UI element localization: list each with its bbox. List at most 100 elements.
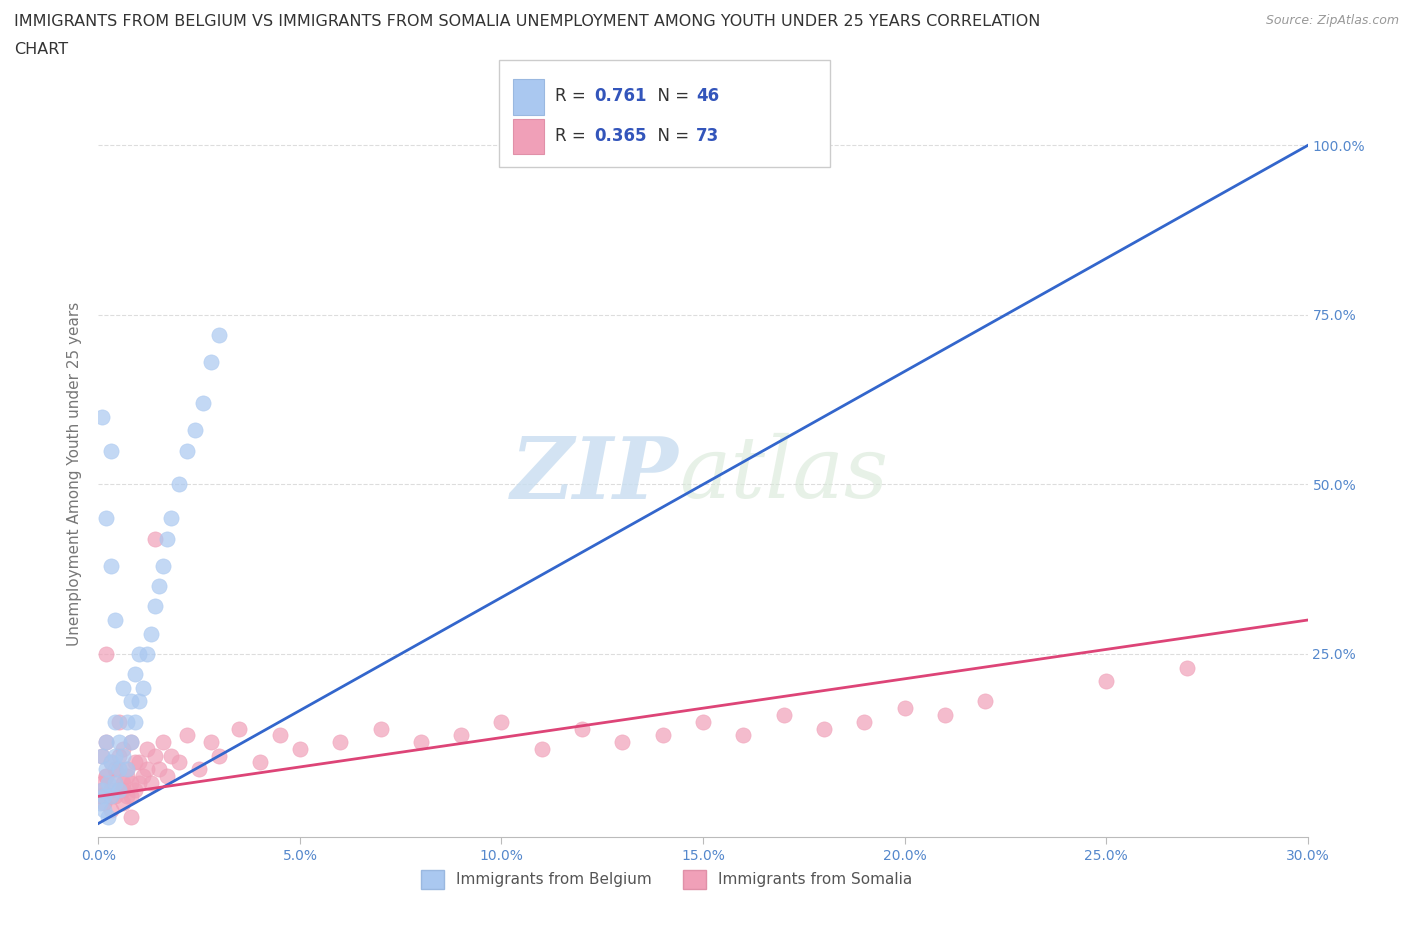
Point bbox=[249, 755, 271, 770]
Point bbox=[124, 667, 146, 682]
Point bbox=[120, 789, 142, 804]
Point bbox=[450, 728, 472, 743]
Point bbox=[120, 809, 142, 824]
Point bbox=[96, 768, 118, 783]
Point bbox=[530, 741, 553, 756]
Point bbox=[115, 714, 138, 729]
Point bbox=[160, 511, 183, 525]
Point bbox=[156, 531, 179, 546]
Point bbox=[115, 762, 138, 777]
Point bbox=[103, 776, 125, 790]
Text: 0.365: 0.365 bbox=[595, 126, 647, 144]
Point bbox=[651, 728, 673, 743]
Point bbox=[853, 714, 876, 729]
Point bbox=[100, 803, 122, 817]
Point bbox=[135, 762, 157, 777]
Point bbox=[93, 796, 115, 811]
Point bbox=[135, 646, 157, 661]
Point bbox=[143, 531, 166, 546]
Point bbox=[107, 749, 129, 764]
Point bbox=[128, 755, 150, 770]
Y-axis label: Unemployment Among Youth under 25 years: Unemployment Among Youth under 25 years bbox=[67, 302, 83, 646]
Point bbox=[269, 728, 291, 743]
Point bbox=[733, 728, 755, 743]
Point bbox=[100, 558, 122, 573]
Point bbox=[115, 762, 138, 777]
Point bbox=[124, 755, 146, 770]
Point bbox=[96, 511, 118, 525]
Point bbox=[132, 768, 155, 783]
Text: 0.761: 0.761 bbox=[595, 87, 647, 105]
Point bbox=[139, 626, 162, 641]
Point bbox=[91, 409, 114, 424]
Point bbox=[96, 762, 118, 777]
Text: N =: N = bbox=[647, 87, 695, 105]
Point bbox=[111, 749, 134, 764]
Legend: Immigrants from Belgium, Immigrants from Somalia: Immigrants from Belgium, Immigrants from… bbox=[415, 864, 918, 895]
Point bbox=[772, 708, 794, 723]
Point bbox=[91, 749, 114, 764]
Point bbox=[974, 694, 997, 709]
Point bbox=[184, 423, 207, 438]
Point bbox=[103, 714, 125, 729]
Point bbox=[612, 735, 634, 750]
Point bbox=[152, 735, 174, 750]
Point bbox=[91, 749, 114, 764]
Point bbox=[329, 735, 352, 750]
Point bbox=[107, 782, 129, 797]
Point bbox=[89, 796, 111, 811]
Point bbox=[120, 694, 142, 709]
Point bbox=[1175, 660, 1198, 675]
Point bbox=[96, 768, 118, 783]
Point bbox=[111, 782, 134, 797]
Text: IMMIGRANTS FROM BELGIUM VS IMMIGRANTS FROM SOMALIA UNEMPLOYMENT AMONG YOUTH UNDE: IMMIGRANTS FROM BELGIUM VS IMMIGRANTS FR… bbox=[14, 14, 1040, 29]
Point bbox=[115, 768, 138, 783]
Point bbox=[409, 735, 432, 750]
Point bbox=[96, 646, 118, 661]
Point bbox=[100, 443, 122, 458]
Point bbox=[91, 782, 114, 797]
Point bbox=[97, 776, 120, 790]
Point bbox=[111, 741, 134, 756]
Text: CHART: CHART bbox=[14, 42, 67, 57]
Point bbox=[160, 749, 183, 764]
Point bbox=[143, 599, 166, 614]
Point bbox=[139, 776, 162, 790]
Point bbox=[100, 789, 122, 804]
Point bbox=[93, 803, 115, 817]
Text: Source: ZipAtlas.com: Source: ZipAtlas.com bbox=[1265, 14, 1399, 27]
Point bbox=[96, 735, 118, 750]
Point bbox=[692, 714, 714, 729]
Point bbox=[100, 789, 122, 804]
Text: 73: 73 bbox=[696, 126, 720, 144]
Point bbox=[124, 714, 146, 729]
Point bbox=[103, 762, 125, 777]
Point bbox=[120, 735, 142, 750]
Point bbox=[491, 714, 513, 729]
Point bbox=[156, 768, 179, 783]
Point bbox=[571, 721, 593, 736]
Point bbox=[228, 721, 250, 736]
Point bbox=[128, 776, 150, 790]
Point bbox=[132, 681, 155, 696]
Point bbox=[103, 613, 125, 628]
Point bbox=[167, 755, 190, 770]
Text: N =: N = bbox=[647, 126, 695, 144]
Point bbox=[91, 776, 114, 790]
Point bbox=[128, 694, 150, 709]
Point bbox=[148, 762, 170, 777]
Point bbox=[100, 755, 122, 770]
Point bbox=[193, 395, 215, 410]
Point bbox=[1095, 673, 1118, 688]
Point bbox=[107, 762, 129, 777]
Point bbox=[107, 714, 129, 729]
Point bbox=[103, 749, 125, 764]
Point bbox=[107, 782, 129, 797]
Point bbox=[167, 477, 190, 492]
Point bbox=[208, 328, 231, 343]
Text: ZIP: ZIP bbox=[510, 432, 679, 516]
Text: R =: R = bbox=[555, 87, 592, 105]
Point bbox=[91, 782, 114, 797]
Point bbox=[107, 735, 129, 750]
Point bbox=[934, 708, 956, 723]
